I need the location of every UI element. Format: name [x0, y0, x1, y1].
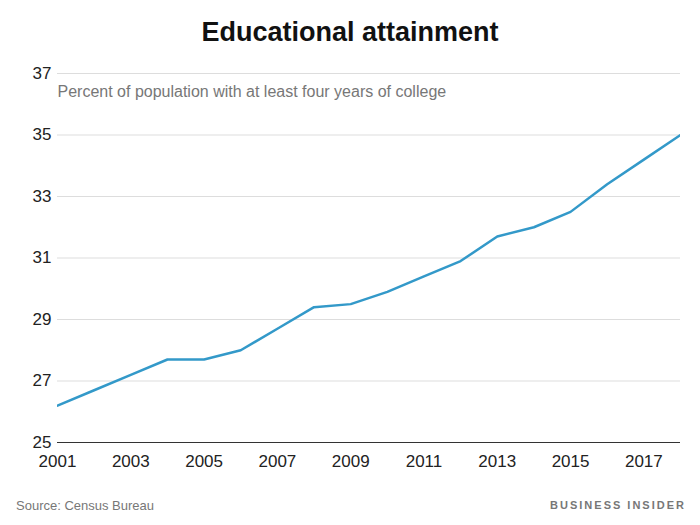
svg-text:2017: 2017 [625, 452, 663, 471]
svg-text:37: 37 [33, 64, 52, 83]
svg-text:31: 31 [33, 248, 52, 267]
svg-text:33: 33 [33, 187, 52, 206]
svg-text:2015: 2015 [552, 452, 590, 471]
svg-text:27: 27 [33, 371, 52, 390]
html-text:Source: Census Bureau: Source: Census Bureau [16, 497, 154, 513]
svg-text:35: 35 [33, 125, 52, 144]
svg-text:2005: 2005 [185, 452, 223, 471]
svg-text:2001: 2001 [39, 452, 77, 471]
svg-text:2013: 2013 [478, 452, 516, 471]
svg-text:2007: 2007 [258, 452, 296, 471]
svg-text:Percent of population with at: Percent of population with at least four… [58, 83, 447, 100]
svg-text:25: 25 [33, 433, 52, 452]
html-text:Educational attainment: Educational attainment [201, 17, 499, 47]
svg-text:2009: 2009 [332, 452, 370, 471]
html-text:BUSINESS INSIDER: BUSINESS INSIDER [550, 499, 686, 511]
svg-text:29: 29 [33, 310, 52, 329]
svg-text:2011: 2011 [406, 452, 443, 471]
svg-text:2003: 2003 [112, 452, 150, 471]
